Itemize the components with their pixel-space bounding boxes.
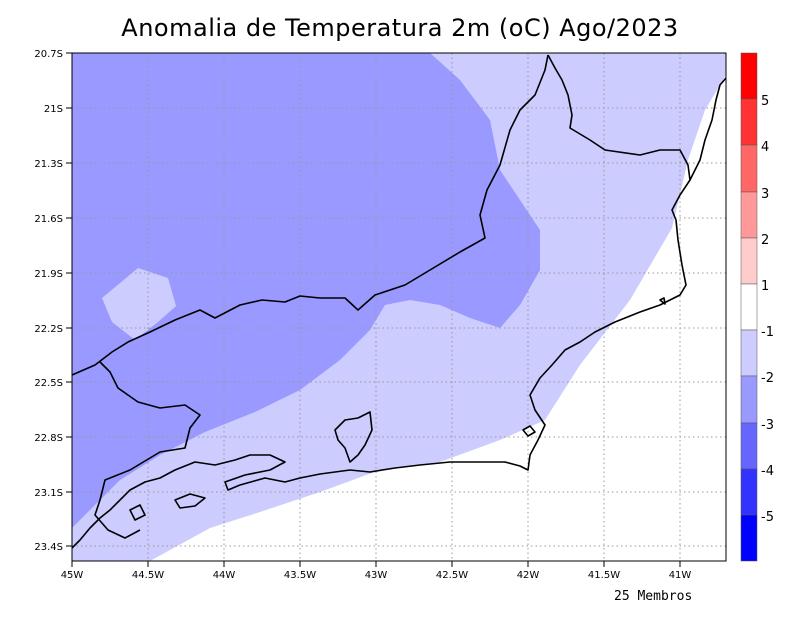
field-class-minus2-minus3 xyxy=(72,53,540,528)
lon-label: 41.5W xyxy=(588,570,620,581)
colorbar-box xyxy=(740,98,758,146)
lat-label: 22.8S xyxy=(34,433,63,444)
colorbar-box xyxy=(740,52,758,100)
colorbar-box xyxy=(740,329,758,377)
colorbar-label: -3 xyxy=(761,418,774,433)
map-title: Anomalia de Temperatura 2m (oC) Ago/2023 xyxy=(121,14,679,42)
lat-label: 23.1S xyxy=(34,488,63,499)
colorbar-box xyxy=(740,468,758,516)
state-boundaries xyxy=(72,54,726,549)
colorbar-label: 4 xyxy=(761,140,769,155)
lat-label: 22.2S xyxy=(34,324,63,335)
lat-label: 21.6S xyxy=(34,214,63,225)
lon-label: 45W xyxy=(61,570,84,581)
colorbar-box xyxy=(740,422,758,470)
baia-guanabara xyxy=(334,411,373,463)
colorbar-label: -4 xyxy=(761,464,774,479)
boundary-mg-rj xyxy=(72,54,549,376)
island-small-2 xyxy=(522,425,536,437)
lon-label: 44.5W xyxy=(132,570,164,581)
colorbar-box xyxy=(740,375,758,424)
plot-frame xyxy=(71,52,727,562)
members-label: 25 Membros xyxy=(614,589,693,604)
lon-label: 43.5W xyxy=(284,570,316,581)
lon-label: 41W xyxy=(669,570,692,581)
island-small-3 xyxy=(659,297,666,305)
coastline xyxy=(72,219,687,549)
lon-ticks xyxy=(71,561,681,567)
lon-label: 43W xyxy=(365,570,388,581)
lat-label: 21.9S xyxy=(34,269,63,280)
colorbar-box xyxy=(740,191,758,239)
colorbar-label: -2 xyxy=(761,371,774,386)
lon-label: 42.5W xyxy=(436,570,468,581)
boundary-rj-es xyxy=(547,54,691,221)
colorbar-label: 1 xyxy=(761,279,769,294)
lon-labels: 45W 44.5W 44W 43.5W 43W 42.5W 42W 41.5W … xyxy=(61,570,692,581)
grid-lines xyxy=(72,53,726,561)
colorbar-label: 5 xyxy=(761,94,769,109)
lon-label: 44W xyxy=(213,570,236,581)
colorbar-box xyxy=(740,237,758,285)
lat-label: 23.4S xyxy=(34,542,63,553)
colorbar-box xyxy=(740,144,758,193)
boundary-es-coast xyxy=(689,77,726,181)
lat-label: 21.3S xyxy=(34,159,63,170)
colorbar-label: -5 xyxy=(761,510,774,525)
boundary-mg-sp xyxy=(94,361,201,539)
colorbar-box xyxy=(740,283,758,331)
shaded-field xyxy=(72,53,726,561)
colorbar-label: -1 xyxy=(761,325,774,340)
colorbar: 5 4 3 2 1 -1 -2 -3 -4 -5 xyxy=(740,52,774,562)
lon-label: 42W xyxy=(517,570,540,581)
colorbar-box xyxy=(740,514,758,562)
lat-label: 21S xyxy=(44,104,63,115)
lat-ticks xyxy=(66,52,72,547)
lat-label: 20.7S xyxy=(34,49,63,60)
island-small-1 xyxy=(129,504,146,521)
lat-label: 22.5S xyxy=(34,378,63,389)
ilha-grande xyxy=(174,493,206,509)
colorbar-label: 3 xyxy=(761,187,769,202)
lat-labels: 20.7S 21S 21.3S 21.6S 21.9S 22.2S 22.5S … xyxy=(34,49,63,553)
colorbar-label: 2 xyxy=(761,233,769,248)
field-patch-minus1-minus2 xyxy=(102,268,176,340)
